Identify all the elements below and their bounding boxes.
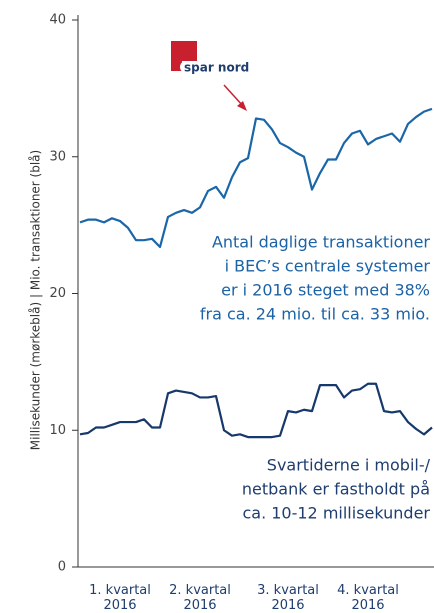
x-tick-label: 3. kvartal 2016 <box>257 583 319 613</box>
x-tick-label-line: 1. kvartal <box>89 583 151 598</box>
annotation: Antal daglige transaktioner <box>212 233 430 252</box>
x-tick-label-line: 2016 <box>271 598 304 613</box>
y-tick-label: 20 <box>49 286 66 301</box>
annotation: Svartiderne i mobil-/ <box>267 456 431 475</box>
x-tick-label: 1. kvartal 2016 <box>89 583 151 613</box>
annotation: ca. 10-12 millisekunder <box>242 504 430 523</box>
x-tick-label-line: 2016 <box>103 598 136 613</box>
y-axis-label: Millisekunder (mørkeblå) | Mio. transakt… <box>29 150 43 450</box>
annotation: netbank er fastholdt på <box>242 480 430 499</box>
y-tick-label: 30 <box>49 149 66 164</box>
line-series <box>79 107 433 249</box>
annotation: i BEC’s centrale systemer <box>225 257 431 276</box>
logo-bg <box>182 61 224 75</box>
y-tick-label: 40 <box>49 13 66 28</box>
annotation: fra ca. 24 mio. til ca. 33 mio. <box>200 305 430 324</box>
x-tick-label-line: 3. kvartal <box>257 583 319 598</box>
y-tick-label: 10 <box>49 423 66 438</box>
x-tick-label-line: 2. kvartal <box>169 583 231 598</box>
logo-text: spar nord <box>184 61 249 75</box>
line-series <box>79 382 433 439</box>
arrowhead <box>237 101 247 111</box>
y-tick-label: 0 <box>58 560 66 575</box>
x-tick-label: 2. kvartal 2016 <box>169 583 231 613</box>
x-tick-label: 4. kvartal 2016 <box>337 583 399 613</box>
annotation: er i 2016 steget med 38% <box>221 281 430 300</box>
x-tick-label-line: 4. kvartal <box>337 583 399 598</box>
x-tick-label-line: 2016 <box>183 598 216 613</box>
arrow <box>223 84 244 107</box>
x-tick-label-line: 2016 <box>351 598 384 613</box>
